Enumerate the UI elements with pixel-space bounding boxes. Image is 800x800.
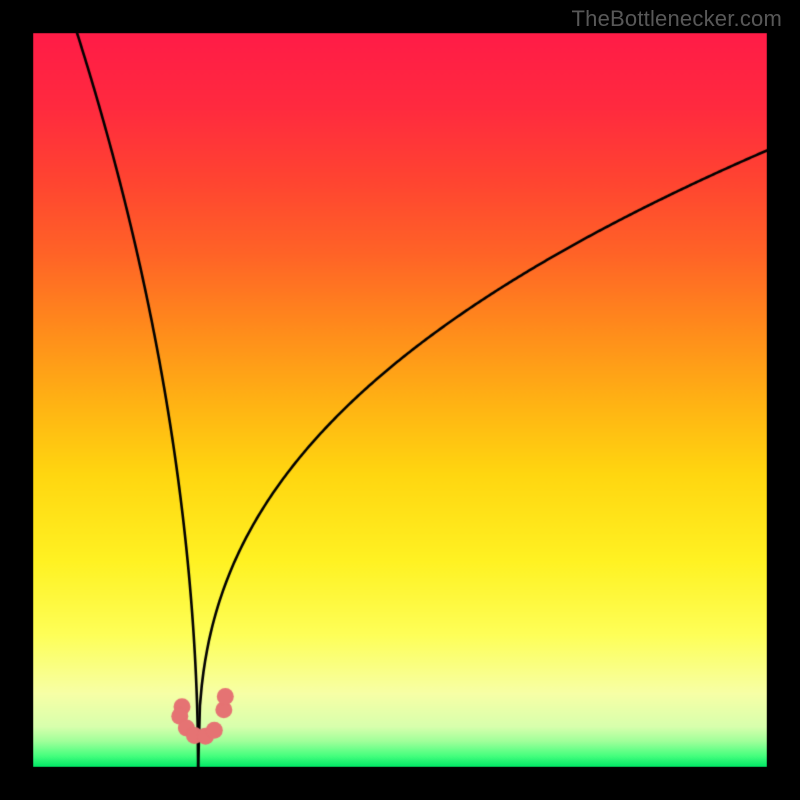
- bottleneck-curve-layer: [0, 0, 800, 800]
- watermark-text: TheBottlenecker.com: [572, 6, 782, 32]
- chart-stage: TheBottlenecker.com: [0, 0, 800, 800]
